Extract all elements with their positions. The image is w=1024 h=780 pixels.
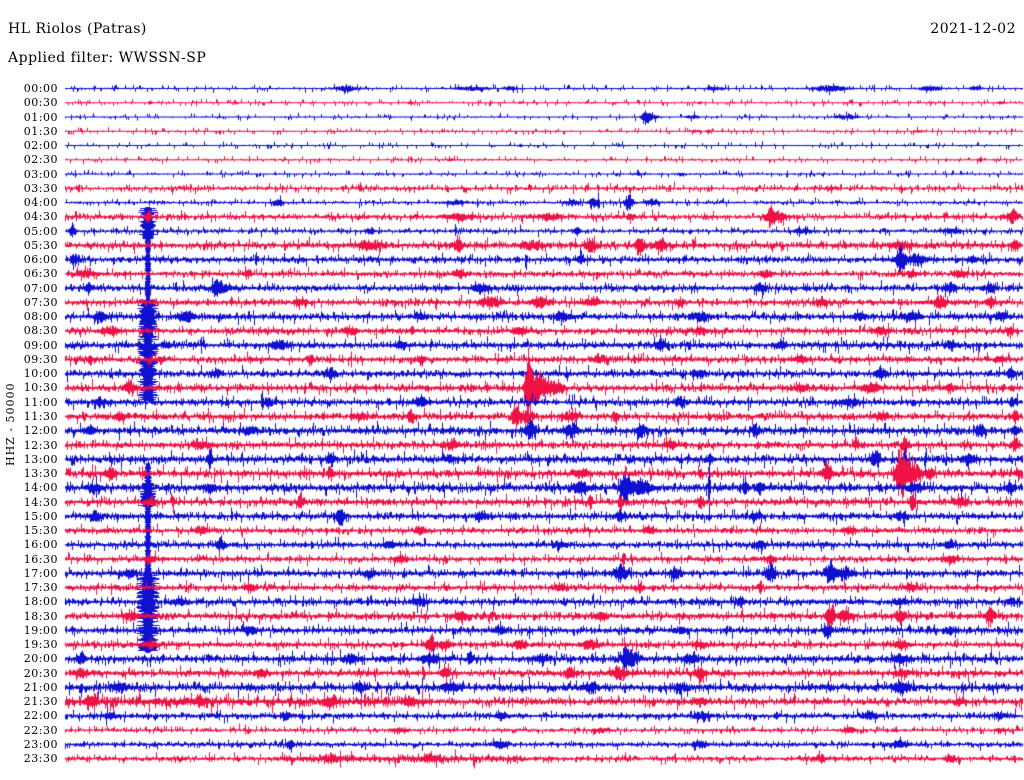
- time-label-0600: 06:00: [23, 253, 58, 267]
- time-label-2230: 22:30: [23, 723, 58, 737]
- time-label-2030: 20:30: [23, 666, 58, 680]
- time-label-1630: 16:30: [23, 552, 58, 566]
- time-label-1200: 12:00: [23, 424, 58, 438]
- station-title: HL Riolos (Patras): [8, 21, 147, 37]
- time-label-2100: 21:00: [23, 680, 58, 694]
- time-label-1530: 15:30: [23, 524, 58, 538]
- time-label-2300: 23:00: [23, 737, 58, 751]
- time-label-0500: 05:00: [23, 224, 58, 238]
- time-label-0130: 01:30: [23, 124, 58, 138]
- time-label-0330: 03:30: [23, 181, 58, 195]
- applied-filter-label: Applied filter: WWSSN-SP: [8, 50, 207, 66]
- time-label-1500: 15:00: [23, 509, 58, 523]
- time-label-1400: 14:00: [23, 481, 58, 495]
- record-date: 2021-12-02: [930, 21, 1016, 37]
- time-label-0430: 04:30: [23, 210, 58, 224]
- time-label-1430: 14:30: [23, 495, 58, 509]
- time-label-1600: 16:00: [23, 538, 58, 552]
- time-label-0800: 08:00: [23, 310, 58, 324]
- time-label-0100: 01:00: [23, 110, 58, 124]
- time-label-0230: 02:30: [23, 153, 58, 167]
- time-label-1700: 17:00: [23, 566, 58, 580]
- time-label-2200: 22:00: [23, 709, 58, 723]
- time-label-1000: 10:00: [23, 367, 58, 381]
- time-label-1330: 13:30: [23, 467, 58, 481]
- time-axis-labels: 00:00 00:30 01:00 01:30 02:00 02:30 03:00 03:30…: [0, 0, 58, 780]
- time-label-0900: 09:00: [23, 338, 58, 352]
- time-label-1300: 13:00: [23, 452, 58, 466]
- time-label-1930: 19:30: [23, 638, 58, 652]
- time-label-0000: 00:00: [23, 82, 58, 95]
- time-label-2130: 21:30: [23, 695, 58, 709]
- time-label-1130: 11:30: [23, 409, 58, 423]
- time-label-0200: 02:00: [23, 139, 58, 153]
- time-label-1230: 12:30: [23, 438, 58, 452]
- time-label-2330: 23:30: [23, 752, 58, 766]
- time-label-1800: 18:00: [23, 595, 58, 609]
- time-label-0300: 03:00: [23, 167, 58, 181]
- time-label-2000: 20:00: [23, 652, 58, 666]
- time-label-0700: 07:00: [23, 281, 58, 295]
- time-label-0400: 04:00: [23, 196, 58, 210]
- time-label-1900: 19:00: [23, 623, 58, 637]
- time-label-0030: 00:30: [23, 96, 58, 110]
- time-label-1100: 11:00: [23, 395, 58, 409]
- time-label-0930: 09:30: [23, 352, 58, 366]
- time-label-0730: 07:30: [23, 295, 58, 309]
- time-label-0530: 05:30: [23, 238, 58, 252]
- time-label-1830: 18:30: [23, 609, 58, 623]
- time-label-1730: 17:30: [23, 581, 58, 595]
- time-label-1030: 10:30: [23, 381, 58, 395]
- time-label-0630: 06:30: [23, 267, 58, 281]
- time-label-0830: 08:30: [23, 324, 58, 338]
